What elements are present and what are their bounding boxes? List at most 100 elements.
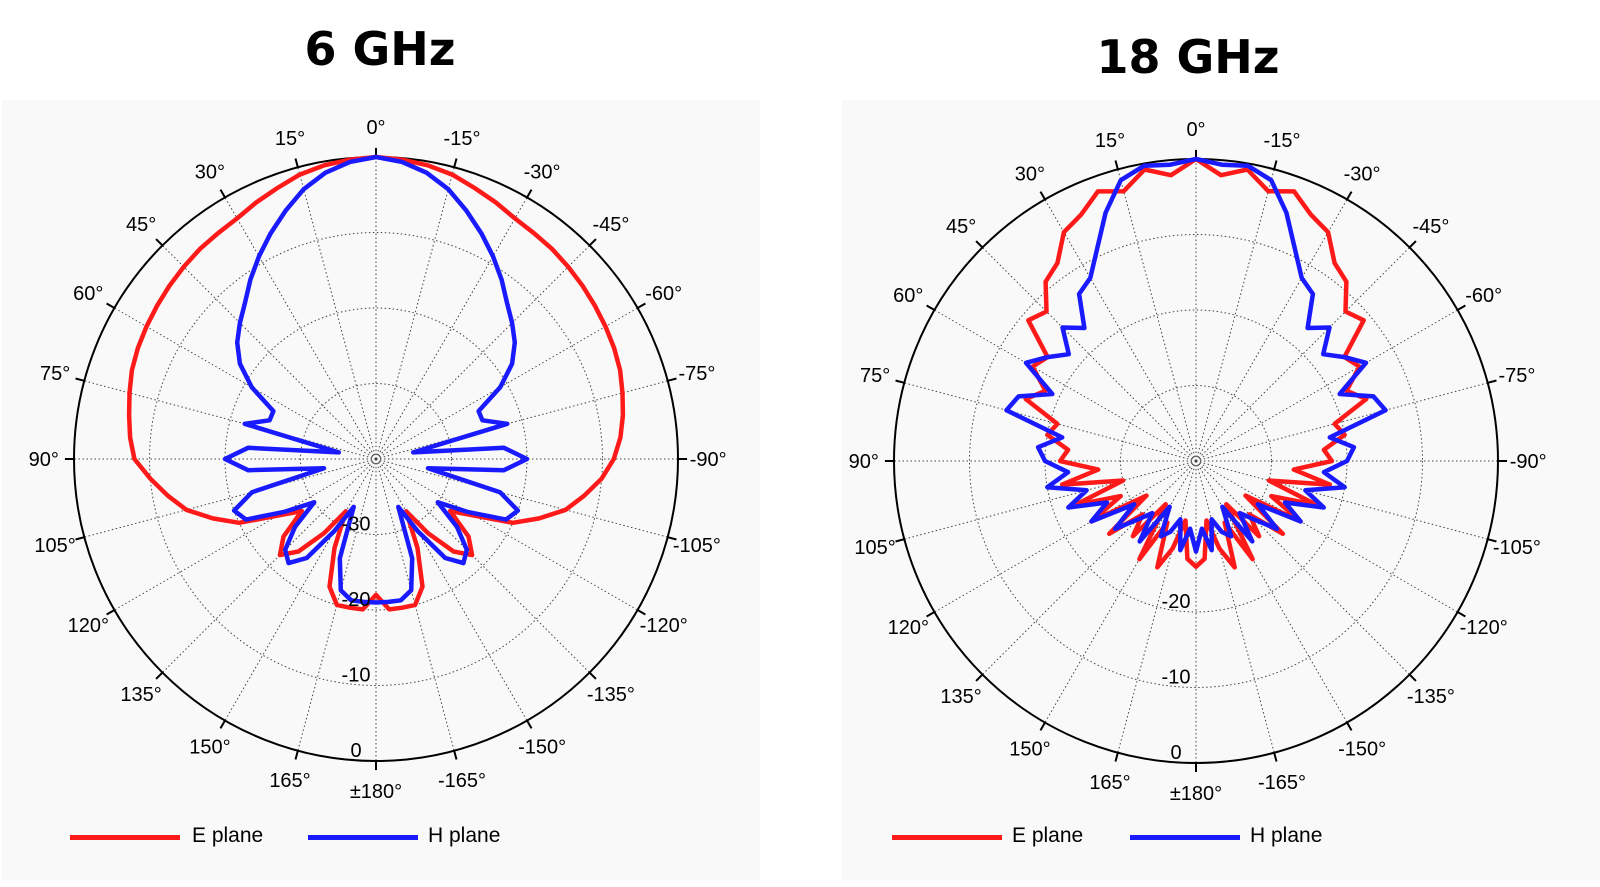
- angle-label: 90°: [29, 449, 59, 471]
- angle-tick: [895, 538, 905, 543]
- angle-label: -30°: [1344, 163, 1381, 185]
- angle-label: -105°: [673, 535, 721, 557]
- angle-label: 0°: [366, 117, 385, 139]
- radial-tick-label: -20: [342, 589, 371, 611]
- angle-tick: [1273, 160, 1278, 170]
- angle-label: -135°: [1407, 686, 1455, 708]
- grid-spoke: [1195, 169, 1275, 462]
- grid-ring: [969, 234, 1423, 688]
- angle-tick: [219, 189, 226, 198]
- grid-spoke: [375, 167, 455, 460]
- angle-label: -105°: [1493, 537, 1541, 559]
- angle-tick: [1114, 752, 1119, 762]
- angle-label: -150°: [1338, 739, 1386, 761]
- angle-label: ±180°: [1170, 783, 1222, 805]
- angle-tick: [155, 671, 164, 680]
- angle-label: 135°: [120, 684, 161, 706]
- angle-label: -75°: [678, 363, 715, 385]
- legend-label-h-plane: H plane: [1250, 824, 1323, 847]
- angle-tick: [155, 238, 164, 247]
- angle-tick: [526, 720, 533, 729]
- radial-tick-label: -10: [1162, 667, 1191, 689]
- angle-label: 165°: [1089, 772, 1130, 794]
- grid-spoke: [982, 460, 1197, 675]
- series-line-h-plane: [1004, 156, 1388, 554]
- grid-spoke: [1195, 460, 1410, 675]
- angle-label: 120°: [68, 615, 109, 637]
- angle-label: 120°: [888, 617, 929, 639]
- chart-panel-6ghz: 6 GHz 0° 15° 30° 45° 60° 75° 90° 105° 120° 135° 15…: [28, 22, 727, 847]
- grid-spoke: [375, 245, 590, 460]
- angle-tick: [637, 609, 646, 616]
- radial-tick-label: 0: [350, 740, 361, 762]
- grid-spoke: [1117, 169, 1197, 462]
- legend-swatch-h-plane: [308, 835, 418, 840]
- angle-label: 105°: [854, 537, 895, 559]
- angle-label: -90°: [1510, 451, 1547, 473]
- angle-tick: [1487, 538, 1497, 543]
- legend-swatch-h-plane: [1130, 835, 1240, 840]
- angle-tick: [294, 158, 299, 168]
- grid-spoke: [375, 197, 528, 460]
- angle-label: 150°: [189, 737, 230, 759]
- angle-tick: [975, 240, 984, 249]
- angle-tick: [219, 720, 226, 729]
- angle-tick: [1457, 611, 1466, 618]
- angle-tick: [1273, 752, 1278, 762]
- polar-plot-6ghz: 0° 15° 30° 45° 60° 75° 90° 105° 120° 135° 150° 165°…: [29, 117, 727, 803]
- angle-label: 60°: [893, 285, 923, 307]
- legend-label-h-plane: H plane: [428, 824, 501, 847]
- angle-label: 60°: [73, 283, 103, 305]
- grid-spoke: [1195, 460, 1348, 723]
- angle-tick: [1487, 379, 1497, 384]
- legend-label-e-plane: E plane: [1012, 824, 1084, 847]
- angle-label: -165°: [1258, 772, 1306, 794]
- angle-label: -120°: [640, 615, 688, 637]
- angle-label: -60°: [1465, 285, 1502, 307]
- angle-label: -15°: [444, 128, 481, 150]
- angle-label: 135°: [940, 686, 981, 708]
- angle-tick: [1408, 240, 1417, 249]
- angle-tick: [637, 302, 646, 309]
- angle-tick: [526, 189, 533, 198]
- angle-tick: [895, 379, 905, 384]
- angle-label: 0°: [1186, 119, 1205, 141]
- series-line-e-plane: [1023, 156, 1369, 570]
- grid-spoke: [297, 167, 377, 460]
- radial-tick-label: 0: [1170, 742, 1181, 764]
- angle-label: 45°: [126, 214, 156, 236]
- angle-tick: [106, 302, 115, 309]
- angle-tick: [975, 673, 984, 682]
- angle-label: -135°: [587, 684, 635, 706]
- angle-label: -60°: [645, 283, 682, 305]
- chart-panel-18ghz: 18 GHz 0° 15° 30° 45° 60° 75° 90° 105° 120° 135° 1…: [800, 0, 1600, 887]
- angle-label: 45°: [946, 216, 976, 238]
- legend-swatch-e-plane: [70, 835, 180, 840]
- angle-label: 15°: [1095, 130, 1125, 152]
- angle-tick: [1114, 160, 1119, 170]
- polar-plot-18ghz: 0° 15° 30° 45° 60° 75° 90° 105° 120° 135° 150° 165°…: [849, 119, 1547, 805]
- angle-label: 30°: [1015, 163, 1045, 185]
- angle-tick: [926, 304, 935, 311]
- angle-label: -120°: [1460, 617, 1508, 639]
- angle-label: 75°: [860, 365, 890, 387]
- radial-tick-label: -10: [342, 665, 371, 687]
- angle-label: 30°: [195, 161, 225, 183]
- grid-ring: [149, 232, 603, 686]
- angle-label: ±180°: [350, 781, 402, 803]
- angle-tick: [1039, 722, 1046, 731]
- angle-tick: [75, 536, 85, 541]
- legend-swatch-e-plane: [892, 835, 1002, 840]
- angle-label: 105°: [34, 535, 75, 557]
- angle-tick: [926, 611, 935, 618]
- grid-spoke: [162, 458, 377, 673]
- chart-title: 6 GHz: [304, 22, 456, 76]
- grid-ring: [1120, 385, 1272, 537]
- angle-label: 15°: [275, 128, 305, 150]
- radial-tick-label: -30: [342, 514, 371, 536]
- angle-tick: [1346, 722, 1353, 731]
- angle-tick: [106, 609, 115, 616]
- angle-tick: [588, 238, 597, 247]
- angle-tick: [588, 671, 597, 680]
- angle-label: -150°: [518, 737, 566, 759]
